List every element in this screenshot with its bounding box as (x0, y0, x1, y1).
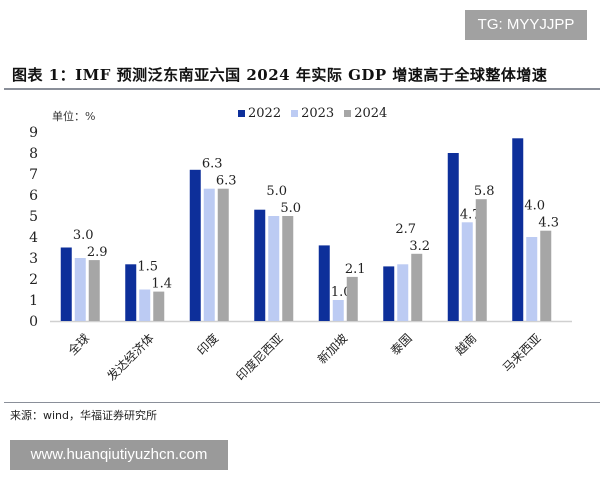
x-tick-label: 越南 (452, 330, 480, 358)
bar-2022 (125, 264, 137, 321)
bar-2023 (397, 264, 409, 321)
data-label: 3.2 (409, 239, 430, 254)
y-tick-label: 9 (29, 125, 38, 141)
legend-swatch (291, 110, 299, 117)
bar-2024 (346, 276, 358, 321)
bar-2022 (318, 245, 330, 321)
y-tick-label: 5 (29, 209, 38, 225)
y-tick-label: 2 (29, 272, 38, 288)
x-tick-label: 印度尼西亚 (233, 330, 286, 383)
bar-2022 (189, 169, 201, 321)
legend-item-2023: 2023 (291, 106, 334, 121)
bar-2023 (268, 216, 280, 321)
legend: 2022 2023 2024 (238, 106, 387, 121)
data-label: 5.8 (474, 184, 495, 199)
data-label: 1.5 (137, 260, 158, 275)
x-tick-label: 泰国 (388, 331, 415, 358)
bar-2023 (203, 188, 215, 321)
bar-2023 (139, 289, 151, 321)
bar-2024 (475, 199, 487, 321)
bar-2022 (447, 153, 459, 321)
bar-2022 (254, 209, 266, 321)
data-label: 4.0 (524, 199, 545, 214)
y-tick-label: 4 (29, 230, 38, 246)
y-tick-label: 1 (29, 293, 38, 309)
bar-2023 (526, 237, 538, 321)
bar-2024 (88, 260, 100, 321)
watermark-bottom: www.huanqiutiyuzhcn.com (10, 440, 228, 470)
legend-label: 2024 (354, 106, 388, 121)
data-label: 5.0 (280, 201, 301, 216)
bar-2023 (461, 222, 473, 321)
y-tick-label: 3 (29, 251, 38, 267)
legend-swatch (238, 110, 245, 117)
x-tick-label: 印度 (194, 330, 222, 358)
data-label: 2.7 (395, 222, 416, 237)
bar-2024 (411, 253, 423, 321)
data-label: 4.7 (460, 207, 481, 222)
y-tick-label: 0 (29, 314, 38, 330)
data-label: 2.9 (87, 245, 108, 260)
bar-2024 (540, 230, 552, 321)
watermark-top: TG: MYYJJPP (465, 10, 587, 40)
bar-2024 (153, 291, 165, 321)
data-label: 3.0 (73, 228, 94, 243)
data-label: 5.0 (266, 184, 287, 199)
legend-swatch (344, 110, 352, 117)
bar-2022 (512, 138, 524, 321)
y-tick-label: 6 (29, 188, 38, 204)
data-label: 4.3 (538, 216, 559, 231)
y-tick-label: 8 (29, 146, 38, 162)
x-tick-label: 全球 (65, 330, 93, 358)
source-note: 来源：wind，华福证券研究所 (10, 409, 158, 422)
y-tick-label: 7 (29, 167, 38, 183)
unit-label: 单位：% (52, 110, 96, 123)
x-tick-label: 发达经济体 (104, 330, 157, 383)
bar-2022 (383, 266, 395, 321)
legend-label: 2022 (248, 106, 282, 121)
data-label: 1.0 (331, 285, 352, 300)
data-label: 2.1 (345, 262, 366, 277)
data-label: 6.3 (202, 157, 223, 172)
legend-item-2024: 2024 (344, 106, 387, 121)
chart-title: 图表 1：IMF 预测泛东南亚六国 2024 年实际 GDP 增速高于全球整体增… (12, 66, 548, 84)
legend-label: 2023 (301, 106, 335, 121)
footer-divider (4, 402, 600, 403)
x-tick-label: 新加坡 (314, 330, 350, 366)
bar-2022 (60, 247, 72, 321)
bar-2024 (217, 188, 229, 321)
data-label: 6.3 (216, 174, 237, 189)
title-divider (4, 88, 600, 90)
bar-chart: 0 1 2 3 4 5 6 7 8 9 3.0 2.9 全球 1.5 1.4 发达经济体 6.3 6.3 印度 5.0… (29, 125, 572, 383)
x-tick-label: 马来西亚 (500, 331, 544, 375)
bar-2023 (74, 258, 86, 321)
data-label: 1.4 (151, 277, 172, 292)
bar-2024 (282, 216, 294, 321)
legend-item-2022: 2022 (238, 106, 281, 121)
bar-2023 (332, 300, 344, 321)
